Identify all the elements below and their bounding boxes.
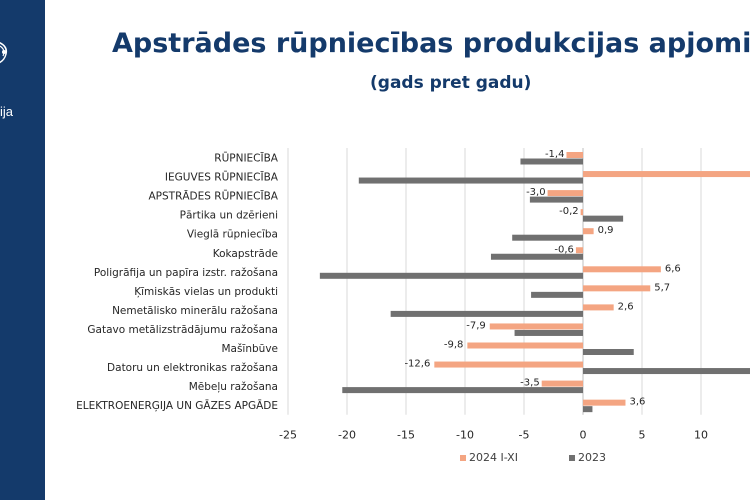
- category-label: IEGUVES RŪPNIECĪBA: [165, 171, 279, 184]
- bar-2023: [514, 329, 583, 336]
- category-label: Poligrāfija un papīra izstr. ražošana: [94, 267, 278, 279]
- category-label: RŪPNIECĪBA: [214, 152, 279, 165]
- bar-2024: [575, 247, 583, 254]
- x-axis-ticks: -25 -20 -15 -10 -5 0 5 10: [279, 429, 708, 442]
- bar-2023: [520, 158, 583, 165]
- data-label: -0,2: [559, 206, 579, 217]
- legend-swatch-2023: [569, 455, 575, 461]
- tick-label: 10: [694, 429, 708, 442]
- bar-2024: [583, 228, 594, 235]
- bar-2024: [583, 171, 750, 178]
- bar-2023: [358, 177, 583, 184]
- bar-2023: [529, 196, 583, 203]
- bar-2023: [390, 310, 583, 317]
- coat-of-arms-icon: [0, 42, 8, 64]
- tick-label: 0: [580, 429, 587, 442]
- bar-2024: [583, 399, 626, 406]
- legend: 2024 I-XI 2023: [460, 451, 606, 464]
- bar-2023: [583, 406, 593, 413]
- category-label: Gatavo metālizstrādājumu ražošana: [87, 324, 278, 336]
- tick-label: -10: [456, 429, 474, 442]
- data-label: 5,7: [654, 282, 670, 293]
- data-label: -12,6: [404, 359, 430, 370]
- bar-2023: [490, 253, 583, 260]
- bar-2024: [583, 266, 661, 273]
- legend-swatch-2024: [460, 455, 466, 461]
- category-label: Mašīnbūve: [221, 343, 278, 355]
- bar-2023: [531, 291, 583, 298]
- tick-label: -20: [338, 429, 356, 442]
- bar-2024: [434, 361, 583, 368]
- data-label: -9,8: [444, 340, 464, 351]
- chart-subtitle: (gads pret gadu): [370, 73, 532, 93]
- data-label: -7,9: [466, 320, 486, 331]
- sidebar-label: ija: [0, 104, 14, 119]
- tick-label: 5: [639, 429, 646, 442]
- category-labels: RŪPNIECĪBA IEGUVES RŪPNIECĪBA APSTRĀDES RŪ…: [76, 152, 279, 413]
- bar-2024: [547, 190, 583, 197]
- sidebar-panel: ija: [0, 0, 45, 500]
- tick-label: -25: [279, 429, 297, 442]
- bar-2023: [583, 368, 750, 375]
- data-label: -1,4: [545, 149, 565, 160]
- bar-2024: [541, 380, 583, 387]
- data-label: 6,6: [665, 263, 681, 274]
- bar-2024: [467, 342, 583, 349]
- bar-2024: [566, 152, 583, 158]
- legend-label-2024: 2024 I-XI: [469, 451, 518, 464]
- category-label: Vieglā rūpniecība: [187, 229, 278, 241]
- data-label: -0,6: [554, 244, 574, 255]
- category-label: Nemetālisko minerālu ražošana: [112, 305, 278, 317]
- data-label: 2,6: [618, 301, 634, 312]
- data-label: 3,6: [629, 397, 645, 408]
- tick-label: -5: [519, 429, 530, 442]
- category-label: Kokapstrāde: [213, 248, 278, 260]
- tick-label: -15: [397, 429, 415, 442]
- bar-2023: [512, 234, 583, 241]
- bar-2024: [580, 209, 583, 216]
- category-label: Datoru un elektronikas ražošana: [107, 362, 278, 374]
- category-label: APSTRĀDES RŪPNIECĪBA: [148, 190, 278, 203]
- chart-title: Apstrādes rūpniecības produkcijas apjomi: [112, 28, 750, 59]
- bar-2023: [583, 349, 634, 355]
- data-label: -3,0: [526, 187, 546, 198]
- data-label: -3,5: [520, 378, 540, 389]
- grid-lines: [287, 148, 702, 415]
- category-label: ELEKTROENERĢIJA UN GĀZES APGĀDE: [76, 399, 278, 412]
- data-label: 0,9: [598, 225, 614, 236]
- bar-2023: [319, 272, 583, 279]
- category-label: Mēbeļu ražošana: [189, 381, 278, 393]
- category-label: Pārtika un dzērieni: [180, 210, 278, 222]
- bars: [319, 152, 750, 413]
- bar-2023: [583, 215, 624, 222]
- bar-2023: [342, 387, 583, 394]
- category-label: Ķīmiskās vielas un produkti: [134, 286, 278, 298]
- bar-2024: [583, 285, 651, 292]
- legend-label-2023: 2023: [578, 451, 606, 464]
- data-labels: -1,4 -3,0 -0,2 0,9 -0,6 6,6 5,7 2,6 -7,9-9,8 -12,…: [404, 149, 680, 408]
- bar-2024: [489, 323, 583, 330]
- bar-2024: [583, 304, 614, 311]
